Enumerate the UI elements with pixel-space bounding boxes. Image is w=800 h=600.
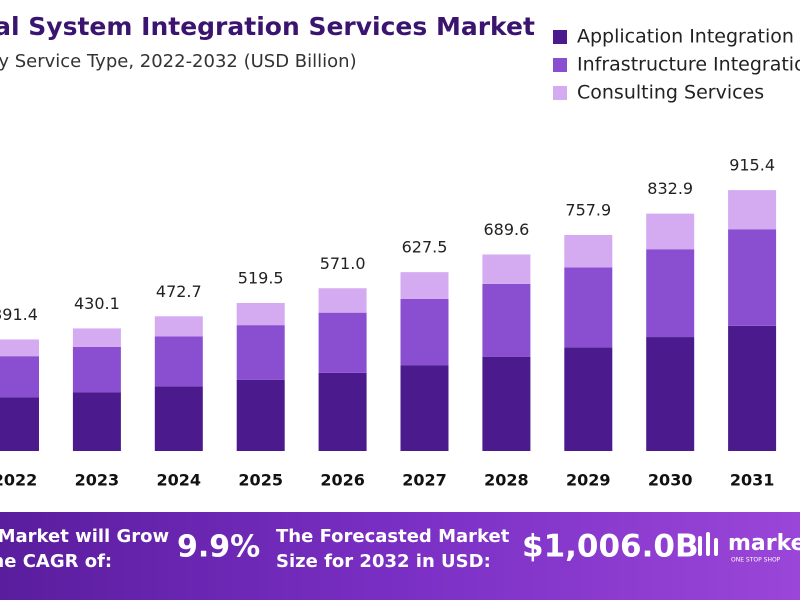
bar-segment (0, 339, 39, 357)
legend-swatch (553, 30, 567, 44)
bar-segment (318, 372, 367, 451)
total-label: 832.9 (647, 179, 693, 198)
bar-segment (400, 272, 449, 299)
bar-segment (482, 254, 531, 284)
chart-subtitle: By Service Type, 2022-2032 (USD Billion) (0, 51, 357, 72)
bar-segment (154, 316, 203, 337)
total-label: 627.5 (402, 238, 448, 257)
x-tick-label: 2029 (566, 471, 611, 490)
x-tick-label: 2023 (75, 471, 120, 490)
logo-tagline: ONE STOP SHOP (731, 557, 781, 564)
bar-segment (646, 249, 695, 338)
bar-segment (564, 234, 613, 268)
total-label: 519.5 (238, 268, 284, 287)
legend-label: Application Integration (577, 26, 794, 48)
cagr-text: At the CAGR of: (0, 551, 112, 572)
chart-title: Global System Integration Services Marke… (0, 12, 535, 41)
total-label: 472.7 (156, 282, 202, 301)
x-tick-label: 2030 (648, 471, 693, 490)
bar-segment (154, 386, 203, 451)
bar-segment (236, 325, 285, 380)
total-label: 689.6 (483, 220, 529, 239)
legend-label: Consulting Services (577, 82, 764, 104)
forecast-text: Size for 2032 in USD: (276, 551, 491, 572)
bar-segment (728, 229, 777, 326)
bar-segment (400, 365, 449, 451)
legend-swatch (553, 58, 567, 72)
forecast-value: $1,006.0B (522, 529, 699, 565)
bar-segment (482, 283, 531, 357)
x-tick-label: 2026 (320, 471, 365, 490)
bar-segment (400, 298, 449, 366)
cagr-text: The Market will Grow (0, 526, 169, 547)
total-label: 571.0 (320, 254, 366, 273)
x-tick-label: 2031 (730, 471, 775, 490)
bar-segment (564, 267, 613, 348)
bar-segment (646, 337, 695, 451)
bar-segment (236, 379, 285, 451)
bar-segment (728, 325, 777, 451)
bar-segment (728, 190, 777, 230)
x-tick-label: 2028 (484, 471, 529, 490)
x-tick-label: 2022 (0, 471, 37, 490)
footer-banner (0, 512, 800, 600)
logo-icon (698, 532, 718, 556)
total-label: 915.4 (729, 156, 775, 175)
legend-label: Infrastructure Integration (577, 54, 800, 76)
forecast-text: The Forecasted Market (276, 526, 510, 547)
legend-swatch (553, 86, 567, 100)
bar-segment (482, 356, 531, 451)
bar-segment (72, 346, 121, 393)
bar-segment (154, 336, 203, 387)
bar-segment (564, 347, 613, 451)
bar-segment (72, 392, 121, 451)
bar-segment (0, 356, 39, 398)
bar-segment (72, 328, 121, 347)
bar-segment (318, 288, 367, 313)
cagr-value: 9.9% (177, 530, 260, 565)
x-tick-label: 2027 (402, 471, 447, 490)
bar-segment (236, 302, 285, 326)
total-label: 391.4 (0, 305, 38, 324)
bar-segment (318, 312, 367, 373)
bar-segment (0, 397, 39, 451)
logo: market.us (728, 531, 800, 556)
total-label: 757.9 (565, 200, 611, 219)
x-tick-label: 2024 (157, 471, 202, 490)
total-label: 430.1 (74, 294, 120, 313)
bar-segment (646, 213, 695, 250)
x-tick-label: 2025 (238, 471, 283, 490)
